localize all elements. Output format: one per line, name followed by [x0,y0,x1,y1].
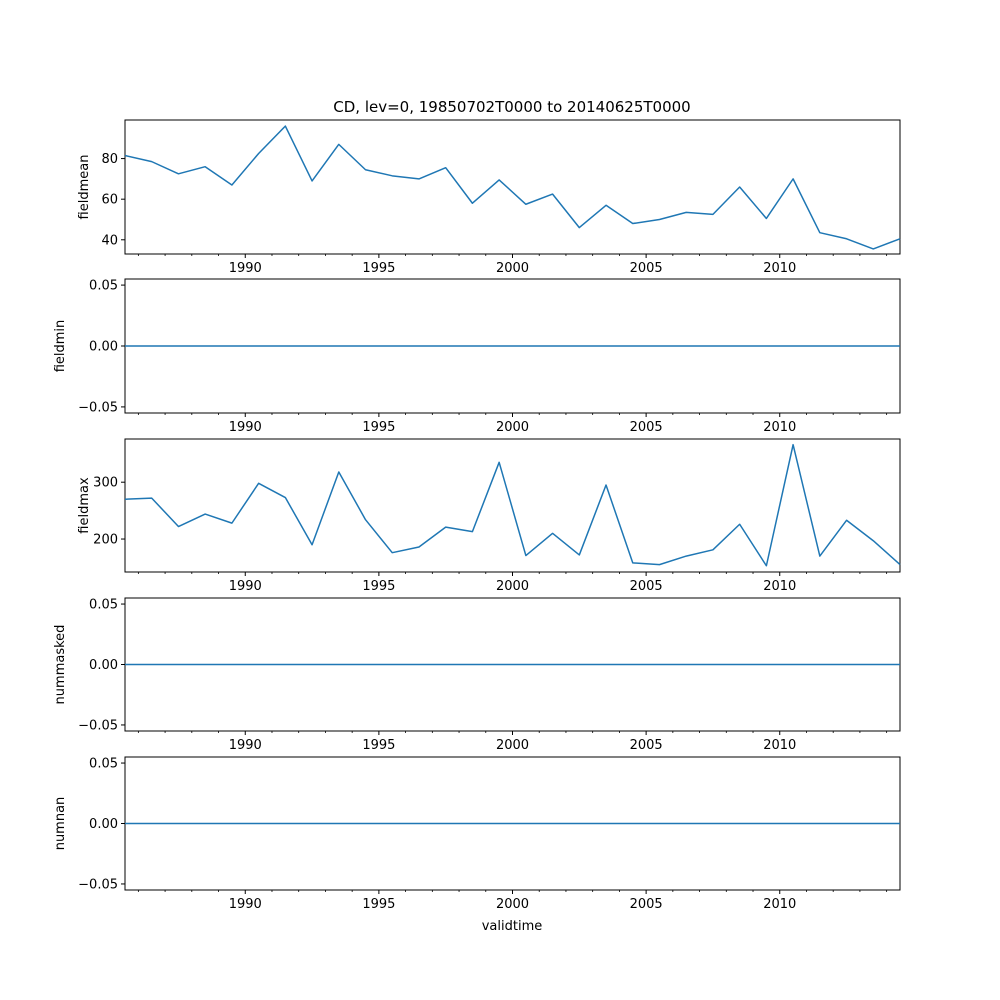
y-tick-label: 300 [93,476,118,491]
x-tick-label: 1990 [229,420,262,435]
x-tick-label: 2005 [630,579,663,594]
x-tick-label: 2005 [630,897,663,912]
y-axis-label: fieldmax [77,477,92,534]
x-tick-label: 1990 [229,738,262,753]
x-tick-label: 2005 [630,420,663,435]
x-tick-label: 2000 [496,579,529,594]
y-tick-label: 0.00 [89,817,118,832]
x-tick-label: 2010 [763,738,796,753]
y-tick-label: −0.05 [78,400,118,415]
x-tick-label: 2000 [496,261,529,276]
x-tick-label: 2010 [763,897,796,912]
x-tick-label: 2000 [496,738,529,753]
y-tick-label: 0.05 [89,598,118,613]
y-tick-label: −0.05 [78,718,118,733]
subplot-fieldmin: 1990 1995 2000 2005 2010 −0.05 0.00 0.05 fieldmi… [53,278,901,435]
x-axis-label: validtime [482,919,543,934]
x-tick-label: 2000 [496,897,529,912]
x-tick-label: 1995 [362,420,395,435]
subplot-nummasked: 1990 1995 2000 2005 2010 −0.05 0.00 0.05 nummask… [53,597,901,753]
figure-title: CD, lev=0, 19850702T0000 to 20140625T000… [333,98,690,116]
x-tick-label: 2010 [763,261,796,276]
y-tick-label: −0.05 [78,877,118,892]
y-axis-label: fieldmean [77,155,92,220]
y-tick-label: 0.00 [89,340,118,355]
x-tick-label: 2005 [630,261,663,276]
x-tick-label: 1990 [229,261,262,276]
y-tick-label: 0.00 [89,658,118,673]
x-tick-label: 1990 [229,579,262,594]
y-axis-label: numnan [53,797,68,851]
x-tick-label: 1995 [362,261,395,276]
subplot-fieldmean: 1990 1995 2000 2005 2010 40 60 80 fieldmean [77,119,901,276]
x-tick-label: 2000 [496,420,529,435]
y-axis-label: fieldmin [53,320,68,373]
x-tick-label: 2010 [763,579,796,594]
y-tick-label: 40 [101,233,118,248]
subplot-numnan: 1990 1995 2000 2005 2010 −0.05 0.00 0.05 numnan [53,756,901,912]
series-line-fieldmean [124,125,901,250]
series-line-fieldmax [124,443,901,567]
x-tick-label: 1995 [362,738,395,753]
y-axis-label: nummasked [53,625,68,705]
y-tick-label: 200 [93,533,118,548]
x-tick-label: 2005 [630,738,663,753]
y-tick-label: 80 [101,152,118,167]
x-tick-label: 1995 [362,579,395,594]
x-tick-label: 2010 [763,420,796,435]
x-tick-label: 1990 [229,897,262,912]
y-tick-label: 0.05 [89,279,118,294]
x-tick-label: 1995 [362,897,395,912]
y-tick-label: 60 [101,193,118,208]
y-tick-label: 0.05 [89,757,118,772]
